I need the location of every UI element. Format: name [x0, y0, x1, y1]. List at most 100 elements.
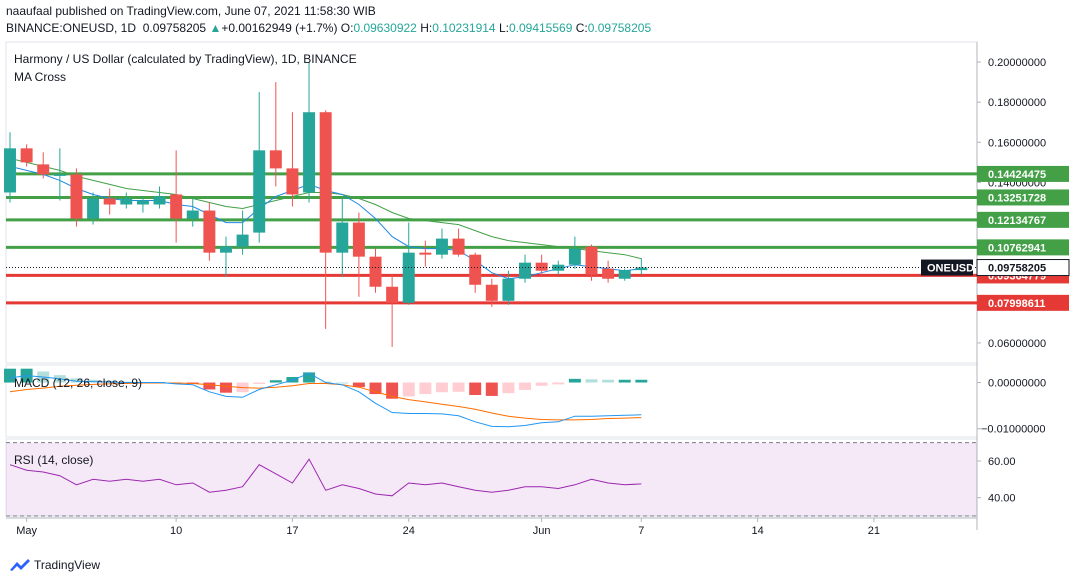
candle-body — [186, 210, 199, 219]
main-pane-frame — [5, 41, 978, 364]
rsi-y-tick-label: 60.00 — [988, 456, 1016, 468]
candle-body — [236, 234, 249, 247]
candle-body — [435, 238, 448, 255]
resistance-tag: 0.10762941 — [988, 242, 1046, 254]
brand-name: TradingView — [34, 558, 101, 572]
candle-body — [269, 150, 282, 169]
macd-pane-title[interactable]: MACD (12, 26, close, 9) — [14, 376, 143, 390]
candle-body — [386, 286, 399, 303]
candle-body — [519, 262, 532, 279]
macd-line — [9, 372, 642, 428]
resistance-tag-bg — [977, 239, 1069, 256]
candle-body — [352, 222, 365, 257]
candle-body — [170, 194, 183, 219]
candle-body — [485, 284, 498, 301]
resistance-tag-bg — [977, 165, 1069, 182]
macd-histogram-bar — [519, 382, 532, 390]
candle-body — [452, 238, 465, 255]
candle-body — [336, 222, 349, 253]
macd-histogram-bar — [269, 380, 282, 383]
candle-body — [103, 198, 116, 205]
candle-body — [220, 246, 232, 253]
x-tick-label: Jun — [533, 525, 551, 537]
y-tick-label: 0.20000000 — [988, 57, 1046, 69]
candle-body — [120, 198, 133, 205]
macd-histogram-bar — [635, 379, 648, 383]
rsi-band — [6, 442, 977, 516]
x-tick-label: 14 — [752, 525, 764, 537]
candle-body — [136, 200, 149, 205]
candle-body — [319, 112, 332, 253]
candle-body — [535, 262, 548, 271]
resistance-tag-bg — [977, 211, 1069, 228]
resistance-tag: 0.12134767 — [988, 215, 1046, 227]
tradingview-logo-icon — [10, 559, 30, 571]
resistance-tag: 0.14424475 — [988, 169, 1046, 181]
candle-body — [585, 246, 598, 275]
macd-y-tick-label: −0.01000000 — [981, 424, 1046, 436]
y-tick-label: 0.18000000 — [988, 97, 1046, 109]
resistance-tag-bg — [977, 189, 1069, 206]
macd-histogram-bar — [253, 382, 266, 384]
candle-body — [70, 174, 83, 219]
ma-cross-label[interactable]: MA Cross — [14, 70, 67, 84]
macd-histogram-bar — [352, 382, 365, 388]
candle-body — [402, 252, 415, 303]
rsi-line — [9, 458, 642, 497]
price-chart[interactable]: 0.060000000.080000000.100000000.12000000… — [0, 40, 1073, 548]
macd-histogram-bar — [568, 378, 581, 383]
rsi-pane-title[interactable]: RSI (14, close) — [14, 453, 94, 467]
low-label: L: — [498, 21, 509, 35]
macd-histogram-bar — [369, 382, 382, 395]
last-price-tag-bg — [977, 259, 1069, 276]
macd-histogram-bar — [203, 382, 216, 390]
candle-body — [369, 256, 382, 287]
change-value: +0.00162949 (+1.7%) — [221, 21, 338, 35]
macd-histogram-bar — [402, 382, 415, 397]
candle-body — [303, 112, 316, 193]
candle-body — [419, 252, 432, 255]
rsi-y-tick-label: 40.00 — [988, 493, 1016, 505]
candle-body — [153, 196, 166, 205]
macd-histogram-bar — [336, 382, 349, 384]
candle-body — [20, 148, 33, 163]
y-tick-label: 0.16000000 — [988, 137, 1046, 149]
candle-body — [53, 174, 66, 176]
change-arrow-icon: ▲ — [209, 21, 222, 35]
candle-body — [286, 168, 299, 195]
macd-histogram-bar — [502, 382, 515, 394]
candle-body — [618, 270, 631, 279]
macd-histogram-bar — [70, 378, 83, 383]
symbol-tag-bg — [921, 259, 973, 276]
candle-body — [469, 254, 482, 285]
x-tick-label: May — [16, 525, 37, 537]
resistance-tag: 0.13251728 — [988, 192, 1046, 204]
macd-histogram-bar — [552, 382, 565, 385]
close-value: 0.09758205 — [587, 21, 652, 35]
symbol-tag-label: ONEUSD — [927, 263, 974, 275]
candle-body — [602, 268, 615, 279]
x-tick-label: 21 — [868, 525, 880, 537]
last-value: 0.09758205 — [142, 21, 207, 35]
candle-body — [37, 164, 50, 175]
last-price-tag: 0.09758205 — [988, 263, 1046, 275]
macd-histogram-bar — [419, 382, 432, 395]
support-tag: 0.07998611 — [988, 298, 1046, 310]
x-tick-label: 10 — [170, 525, 182, 537]
x-tick-label: 24 — [403, 525, 415, 537]
tradingview-brand[interactable]: TradingView — [10, 558, 100, 572]
macd-histogram-bar — [618, 379, 631, 383]
open-label: O: — [340, 21, 354, 35]
y-tick-label: 0.06000000 — [988, 338, 1046, 350]
candle-body — [203, 210, 216, 253]
macd-y-tick-label: 0.00000000 — [988, 378, 1046, 390]
close-label: C: — [575, 21, 588, 35]
macd-histogram-bar — [435, 382, 448, 393]
macd-histogram-bar — [485, 382, 498, 396]
high-label: H: — [420, 21, 433, 35]
macd-histogram-bar — [469, 382, 482, 395]
x-tick-label: 7 — [638, 525, 644, 537]
macd-histogram-bar — [585, 379, 598, 383]
open-value: 0.09630922 — [353, 21, 417, 35]
candle-body — [635, 267, 648, 271]
